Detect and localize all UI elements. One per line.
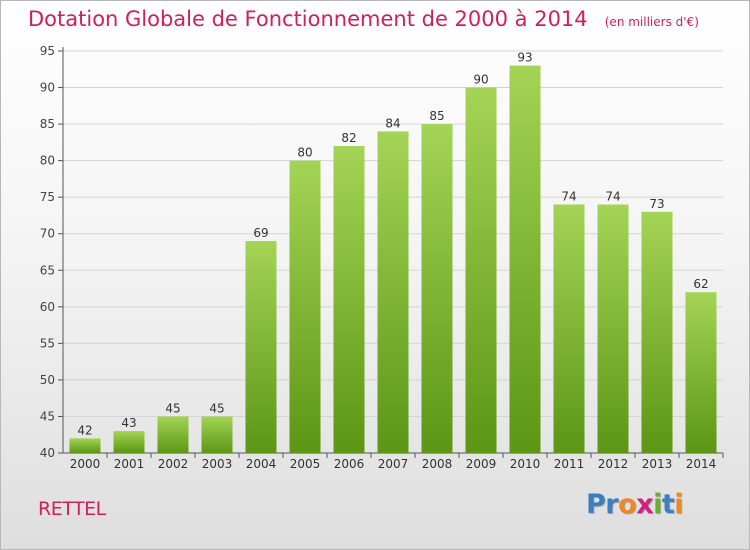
data-label: 73 (649, 197, 664, 211)
y-tick-label: 50 (40, 373, 55, 387)
y-tick-label: 85 (40, 117, 55, 131)
data-label: 85 (429, 109, 444, 123)
x-tick-label: 2008 (422, 457, 453, 471)
logo-letter: t (661, 489, 675, 520)
y-tick-label: 75 (40, 190, 55, 204)
chart-subtitle: (en milliers d'€) (604, 15, 699, 29)
data-label: 45 (165, 401, 180, 415)
y-tick-label: 40 (40, 446, 55, 460)
y-tick-label: 45 (40, 409, 55, 423)
x-tick-label: 2006 (334, 457, 365, 471)
bar (597, 204, 629, 453)
bar (641, 211, 673, 453)
bar (685, 292, 717, 453)
x-tick-label: 2012 (598, 457, 629, 471)
bar (69, 438, 101, 453)
x-tick-label: 2009 (466, 457, 497, 471)
x-tick-label: 2004 (246, 457, 277, 471)
bar (245, 241, 277, 453)
data-label: 74 (605, 189, 620, 203)
logo-letter: o (618, 489, 637, 520)
x-tick-label: 2014 (686, 457, 717, 471)
bar (553, 204, 585, 453)
data-label: 69 (253, 226, 268, 240)
commune-name: RETTEL (38, 498, 106, 520)
proxiti-logo[interactable]: Proxiti (586, 489, 684, 520)
logo-letter: r (605, 489, 619, 520)
data-label: 45 (209, 401, 224, 415)
y-tick-label: 55 (40, 336, 55, 350)
title-line: Dotation Globale de Fonctionnement de 20… (28, 7, 699, 31)
bar (421, 124, 453, 453)
y-tick-label: 80 (40, 154, 55, 168)
x-tick-label: 2011 (554, 457, 585, 471)
bar (465, 87, 497, 453)
x-tick-label: 2010 (510, 457, 541, 471)
data-label: 62 (693, 277, 708, 291)
data-label: 80 (297, 146, 312, 160)
logo-letter: x (636, 489, 654, 520)
logo-letter: i (653, 489, 662, 520)
x-tick-label: 2003 (202, 457, 233, 471)
bar (289, 160, 321, 454)
y-tick-label: 65 (40, 263, 55, 277)
bar (201, 416, 233, 453)
bar (509, 65, 541, 454)
bar (113, 431, 145, 453)
data-label: 93 (517, 51, 532, 65)
data-label: 42 (77, 423, 92, 437)
chart-title: Dotation Globale de Fonctionnement de 20… (28, 7, 588, 31)
data-label: 82 (341, 131, 356, 145)
x-tick-label: 2013 (642, 457, 673, 471)
data-label: 43 (121, 416, 136, 430)
data-label: 74 (561, 189, 576, 203)
bar (377, 131, 409, 453)
logo-letter: i (674, 489, 684, 520)
x-tick-label: 2005 (290, 457, 321, 471)
x-tick-label: 2007 (378, 457, 409, 471)
bars (69, 65, 717, 454)
bar (333, 146, 365, 453)
x-tick-label: 2002 (158, 457, 189, 471)
x-tick-label: 2000 (70, 457, 101, 471)
y-tick-label: 70 (40, 227, 55, 241)
data-label: 90 (473, 73, 488, 87)
logo-letter: P (586, 489, 606, 520)
labels: 40 45 50 55 60 65 70 75 80 85 90 95 42 2000 43 2001 45 20… (40, 44, 717, 471)
y-tick-label: 95 (40, 44, 55, 58)
y-tick-label: 90 (40, 81, 55, 95)
data-label: 84 (385, 116, 400, 130)
y-tick-label: 60 (40, 300, 55, 314)
x-tick-label: 2001 (114, 457, 145, 471)
bar (157, 416, 189, 453)
